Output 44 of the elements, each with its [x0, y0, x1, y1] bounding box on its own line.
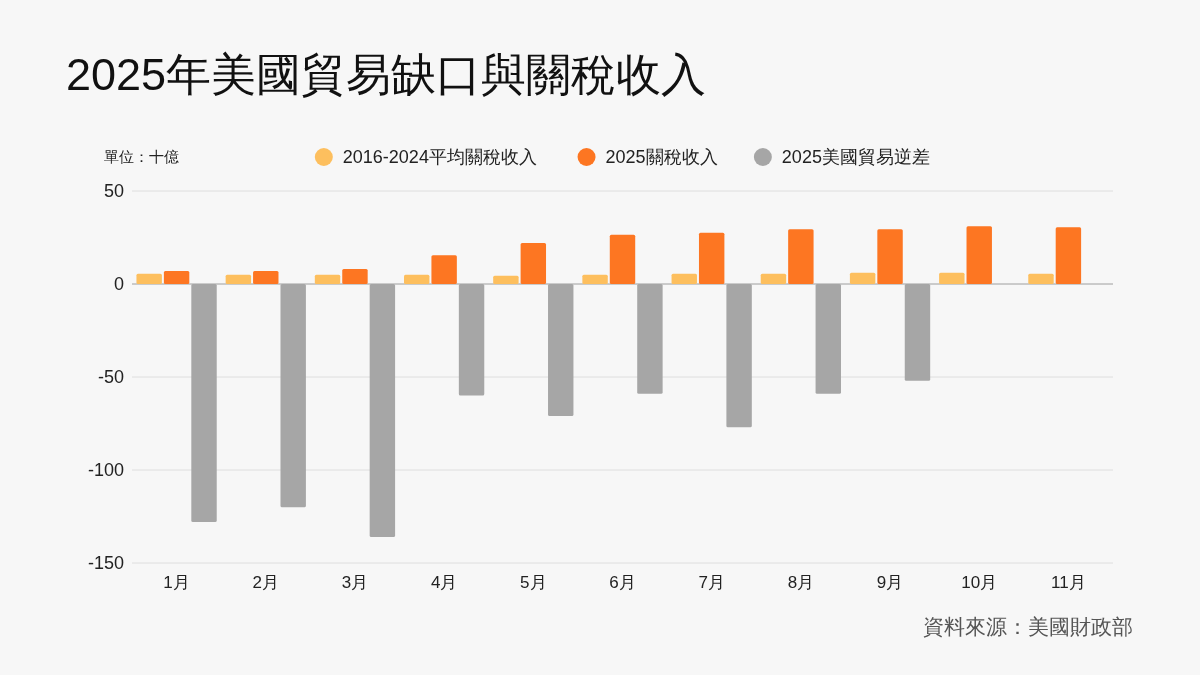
x-tick-label: 11月	[1051, 572, 1086, 592]
x-tick-label: 8月	[787, 572, 815, 592]
x-tick-label: 2月	[252, 572, 280, 592]
bar	[404, 274, 430, 284]
bar	[849, 272, 876, 284]
bar	[520, 243, 547, 284]
x-tick-label: 3月	[341, 572, 369, 592]
bar	[698, 232, 725, 284]
bar	[609, 234, 636, 284]
bar	[431, 255, 457, 284]
bar	[253, 270, 279, 284]
x-tick-label: 9月	[876, 572, 904, 592]
bar	[877, 229, 903, 284]
bar	[760, 273, 787, 284]
bar	[1055, 227, 1082, 284]
source-note: 資料來源：美國財政部	[923, 615, 1133, 639]
legend-label: 2016-2024平均關稅收入	[342, 147, 537, 168]
bar	[1028, 273, 1054, 284]
y-tick-label: -100	[87, 460, 124, 481]
bar	[582, 274, 608, 284]
x-tick-label: 10月	[961, 572, 998, 592]
bar	[788, 229, 814, 284]
bar	[225, 274, 252, 284]
x-tick-label: 1月	[163, 572, 190, 592]
x-tick-label: 7月	[698, 572, 725, 592]
bar	[671, 273, 697, 284]
bar	[314, 274, 341, 284]
legend-label: 2025關稅收入	[605, 147, 718, 168]
y-axis-title: 單位：十億	[104, 148, 179, 166]
bar	[136, 273, 162, 284]
bar	[493, 275, 519, 284]
y-tick-label: 50	[103, 181, 124, 202]
x-tick-label: 4月	[430, 572, 458, 592]
chart-title: 2025年美國貿易缺口與關稅收入	[66, 49, 707, 100]
y-tick-label: -50	[97, 367, 124, 388]
legend-label: 2025美國貿易逆差	[781, 147, 930, 168]
bar	[342, 269, 368, 284]
x-tick-label: 6月	[609, 572, 636, 592]
y-tick-label: -150	[87, 553, 124, 574]
bar	[966, 226, 992, 284]
bar	[939, 272, 965, 284]
bar	[163, 270, 190, 284]
x-tick-label: 5月	[520, 572, 547, 592]
y-tick-label: 0	[113, 274, 124, 295]
